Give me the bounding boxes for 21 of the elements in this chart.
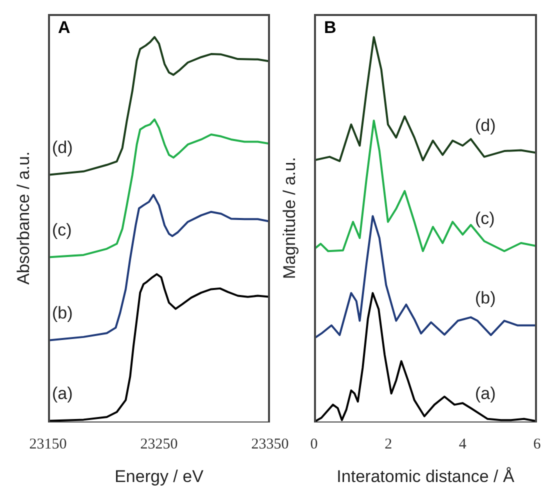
x-tick-label: 2 [384, 436, 392, 453]
y-axis-title: Absorbance / a.u. [14, 151, 34, 285]
series-label: (a) [52, 384, 73, 403]
x-axis-title: Interatomic distance / Å [336, 467, 515, 486]
x-tick-label: 4 [458, 436, 467, 453]
x-tick-label: 23250 [140, 436, 178, 453]
x-tick-label: 23350 [251, 436, 289, 453]
x-tick-label: 23150 [29, 436, 67, 453]
x-axis-title: Energy / eV [114, 467, 204, 486]
series-label: (b) [52, 303, 73, 322]
series-label: (c) [52, 220, 72, 240]
series-label: (c) [475, 209, 495, 228]
series-label: (b) [475, 288, 496, 308]
x-tick-label: 0 [310, 436, 318, 453]
x-tick-label: 6 [533, 436, 542, 453]
series-label: (a) [475, 384, 496, 404]
chart-title: B [324, 18, 336, 38]
series-label: (d) [475, 116, 496, 135]
series-label: (d) [52, 138, 73, 157]
y-axis-title: Magnitude / a.u. [280, 157, 300, 279]
chart-title: A [58, 18, 70, 38]
